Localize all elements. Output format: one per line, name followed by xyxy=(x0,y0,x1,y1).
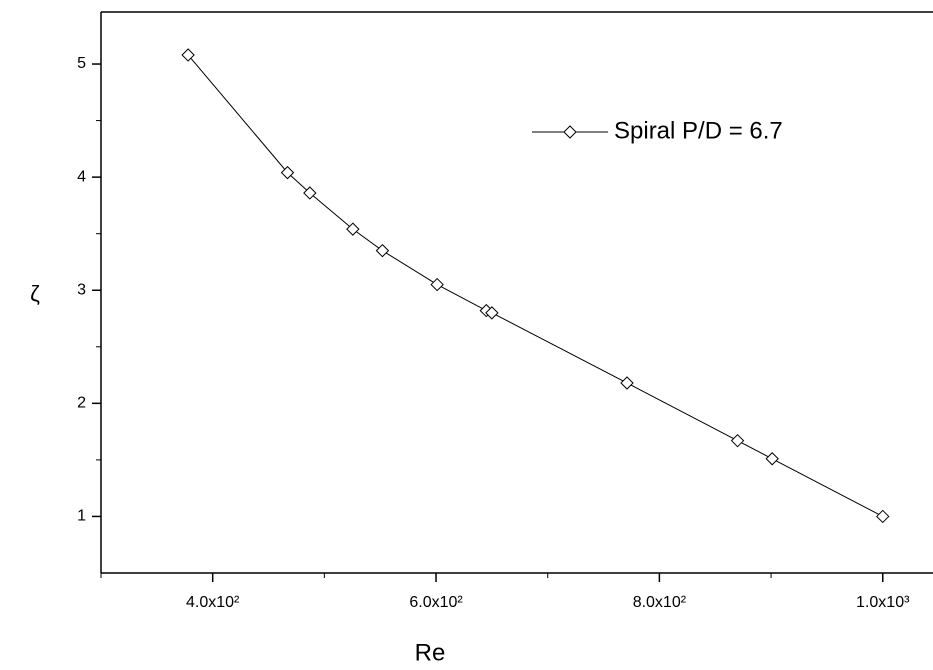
data-point xyxy=(181,48,195,62)
legend-marker xyxy=(563,125,577,139)
y-tick-label: 5 xyxy=(77,55,86,72)
data-point xyxy=(730,433,745,448)
y-tick-label: 4 xyxy=(77,168,86,185)
x-tick-label: 1.0x10³ xyxy=(856,594,910,611)
data-point xyxy=(485,306,499,320)
series-line xyxy=(187,54,883,517)
y-tick-label: 2 xyxy=(77,395,86,412)
data-point xyxy=(430,277,444,292)
legend-label: Spiral P/D = 6.7 xyxy=(614,117,783,144)
data-point xyxy=(876,509,890,524)
data-point xyxy=(375,243,390,258)
x-axis-label: Re xyxy=(415,639,446,666)
x-tick-label: 4.0x10² xyxy=(186,594,240,611)
data-point xyxy=(765,452,779,466)
data-point xyxy=(280,165,295,180)
x-tick-label: 8.0x10² xyxy=(633,594,687,611)
data-point xyxy=(346,222,360,236)
data-point xyxy=(303,186,317,200)
y-tick-label: 3 xyxy=(77,281,86,298)
data-point xyxy=(620,376,634,390)
y-tick-label: 1 xyxy=(77,508,86,525)
x-tick-label: 6.0x10² xyxy=(409,594,463,611)
y-axis-label: ζ xyxy=(30,281,40,306)
